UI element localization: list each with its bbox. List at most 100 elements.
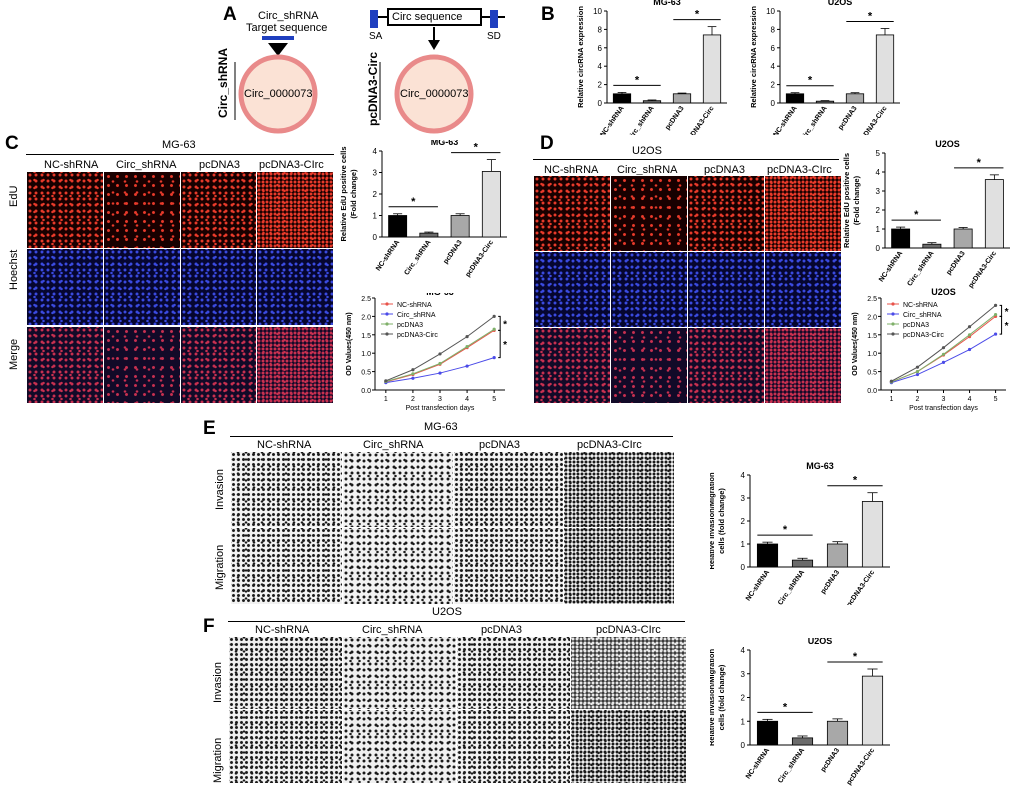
y-tick-label: 3 — [876, 187, 881, 196]
x-tick-label: 5 — [994, 396, 998, 403]
y-tick-label: 0 — [771, 99, 776, 108]
y-tick-label: 2 — [598, 81, 603, 90]
y-tick-label: 8 — [771, 25, 776, 34]
y-tick-label: 4 — [771, 62, 776, 71]
legend-label: pcDNA3-Circ — [903, 332, 944, 339]
y-tick-label: 10 — [593, 7, 602, 16]
y-tick-label: 10 — [766, 7, 775, 16]
y-tick-label: 4 — [741, 646, 746, 655]
transwell-e-invasion-pccirc — [563, 451, 675, 529]
y-tick-label: 4 — [598, 62, 603, 71]
bar-circ_shrna — [419, 232, 439, 238]
x-tick-label: pcDNA3-Circ — [465, 239, 496, 278]
significance-bracket — [498, 315, 501, 331]
y-axis-label: Relative circRNA expression — [576, 6, 585, 108]
y-tick-label: 0.0 — [867, 388, 877, 395]
panel-label-f: F — [203, 616, 215, 637]
x-tick-label: NC-shRNA — [878, 250, 904, 283]
chart-d-u2os-edu: U2OS Relative EdU positive cells (Fold cha… — [842, 140, 1010, 290]
y-tick-label: 4 — [741, 471, 746, 480]
chart-b-mg63: MG-63 Relative circRNA expression 0 2 4 6 8 10 N… — [576, 0, 727, 135]
bar-nc-shrna — [612, 93, 632, 104]
circ-sequence-label: Circ sequence — [392, 11, 463, 23]
transwell-f-invasion-nc — [228, 636, 343, 711]
x-tick-label: pcDNA3 — [442, 239, 463, 265]
d-col-pc: pcDNA3 — [704, 164, 745, 176]
sd-marker — [490, 10, 498, 28]
micrograph-c-edu-pccirc — [256, 171, 334, 249]
significance-mark: * — [474, 142, 479, 154]
legend-label: pcDNA3 — [397, 322, 423, 329]
chart-title: MG-63 — [653, 0, 681, 7]
bar-pcdna3-circ — [984, 179, 1004, 249]
chart-b-u2os: U2OS Relative circRNA expression 0 2 4 6 8 10 NC… — [749, 0, 900, 135]
y-tick-label: 1 — [741, 717, 746, 726]
x-tick-label: pcDNA3 — [945, 250, 966, 276]
significance-bracket — [999, 304, 1003, 317]
micrograph-c-hoechst-circ — [103, 248, 181, 326]
f-col-circ: Circ_shRNA — [362, 624, 423, 636]
data-point — [492, 356, 496, 360]
circle-label-right: Circ_0000073 — [400, 88, 469, 100]
significance-mark: * — [853, 475, 858, 487]
y-tick-label: 3 — [741, 494, 746, 503]
micrograph-d-hoechst-circ — [610, 251, 688, 328]
chart-c-mg63-cck8: MG-63 OD Values(450 nm) 0.0 0.5 1.0 1.5 2.0 2.5… — [346, 293, 507, 412]
bar-pcdna3 — [953, 228, 973, 249]
y-axis-label: Relative Invasion/Migration — [710, 649, 716, 747]
y-axis-label: Relative EdU positive cells — [339, 146, 348, 241]
bar-pcdna3-circ — [861, 675, 884, 746]
pcdna3-circ-side-label: pcDNA3-Circ — [366, 51, 380, 126]
panel-label-e: E — [203, 418, 216, 439]
transwell-f-migration-circ — [342, 709, 457, 784]
micrograph-c-hoechst-pccirc — [256, 248, 334, 326]
data-point — [993, 312, 998, 317]
x-tick-label: pcDNA3 — [820, 747, 841, 773]
significance-mark: * — [783, 701, 788, 713]
bar-pcdna3-circ — [861, 501, 884, 568]
x-tick-label: pcDNA3-Circ — [846, 569, 877, 605]
sd-label: SD — [487, 31, 501, 42]
transwell-e-migration-circ — [342, 527, 455, 605]
chart-d-u2os-cck8: U2OS OD Values(450 nm) 0.0 0.5 1.0 1.5 2.0 2.5 1… — [852, 287, 1009, 412]
c-col-pccirc: pcDNA3-CIrc — [259, 159, 324, 171]
significance-mark: * — [914, 209, 919, 221]
micrograph-c-edu-circ — [103, 171, 181, 249]
legend-marker — [891, 322, 895, 326]
data-point — [465, 344, 469, 349]
legend-marker — [385, 332, 389, 336]
x-tick-label: pcDNA3-Circ — [858, 105, 889, 135]
data-point — [492, 327, 496, 331]
bar-pcdna3-circ — [875, 34, 895, 104]
x-axis-label: Post transfection days — [909, 405, 978, 412]
circrna-circle-right — [394, 54, 474, 134]
panel-label-a: A — [223, 4, 237, 25]
x-tick-label: Circ_shRNA — [777, 747, 806, 784]
f-row-migration: Migration — [212, 737, 224, 783]
y-tick-label: 5 — [876, 149, 881, 158]
micrograph-c-merge-circ — [103, 326, 181, 404]
d-col-circ: Circ_shRNA — [617, 164, 678, 176]
y-axis-label: (Fold change) — [349, 169, 358, 219]
data-point — [967, 347, 972, 352]
micrograph-c-merge-pc — [180, 326, 258, 404]
panel-label-c: C — [5, 133, 19, 154]
bar-nc-shrna — [756, 720, 779, 746]
x-tick-label: Circ_shRNA — [626, 105, 655, 135]
micrograph-d-merge-circ — [610, 327, 688, 404]
data-point — [438, 361, 442, 366]
circrna-circle-left — [238, 54, 318, 134]
micrograph-d-edu-pccirc — [764, 175, 842, 252]
target-arrow-icon — [268, 43, 288, 56]
bar-pcdna3 — [826, 720, 849, 746]
significance-mark: * — [808, 75, 813, 87]
micrograph-c-merge-nc — [26, 326, 104, 404]
panel-label-d: D — [540, 133, 554, 154]
x-tick-label: pcDNA3 — [820, 569, 841, 595]
significance-bracket — [498, 329, 501, 359]
transwell-e-migration-pc — [453, 527, 566, 605]
c-row-merge: Merge — [8, 338, 20, 370]
circ-shrna-side-label: Circ_shRNA — [216, 47, 230, 118]
x-tick-label: 4 — [968, 396, 972, 403]
micrograph-c-edu-nc — [26, 171, 104, 249]
